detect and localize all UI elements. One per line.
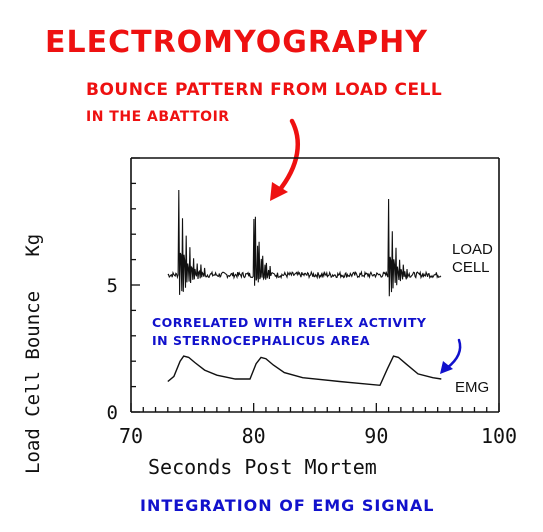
x-tick-label: 90 — [364, 424, 388, 448]
series-line-emg — [167, 355, 442, 387]
red-note-line1: BOUNCE PATTERN FROM LOAD CELL — [86, 80, 442, 100]
blue-arrow-icon — [440, 338, 462, 374]
axis-ticks — [130, 157, 500, 413]
figure-title: ELECTROMYOGRAPHY — [45, 25, 428, 60]
red-note-line2: IN THE ABATTOIR — [86, 109, 230, 125]
blue-note-line2: IN STERNOCEPHALICUS AREA — [152, 333, 370, 348]
plot-axes — [130, 157, 500, 413]
y-tick-label: 0 — [107, 402, 118, 424]
series-line-load-cell — [167, 189, 442, 297]
x-tick-label: 100 — [481, 424, 517, 448]
x-axis-label: Seconds Post Mortem — [148, 455, 377, 479]
x-tick-label: 70 — [119, 424, 143, 448]
y-tick-label: 5 — [107, 275, 118, 297]
series-label-load-cell-line2: CELL — [452, 259, 490, 276]
red-arrow-icon — [270, 118, 300, 201]
y-axis-label: Load Cell Bounce Kg — [22, 234, 44, 474]
x-tick-label: 80 — [242, 424, 266, 448]
axis-tick-labels: 70 80 90 100 0 5 — [107, 275, 518, 448]
series-label-load-cell-line1: LOAD — [452, 241, 493, 258]
figure-caption: INTEGRATION OF EMG SIGNAL — [140, 496, 434, 515]
blue-note-line1: CORRELATED WITH REFLEX ACTIVITY — [152, 315, 427, 330]
series-label-emg: EMG — [455, 379, 489, 396]
